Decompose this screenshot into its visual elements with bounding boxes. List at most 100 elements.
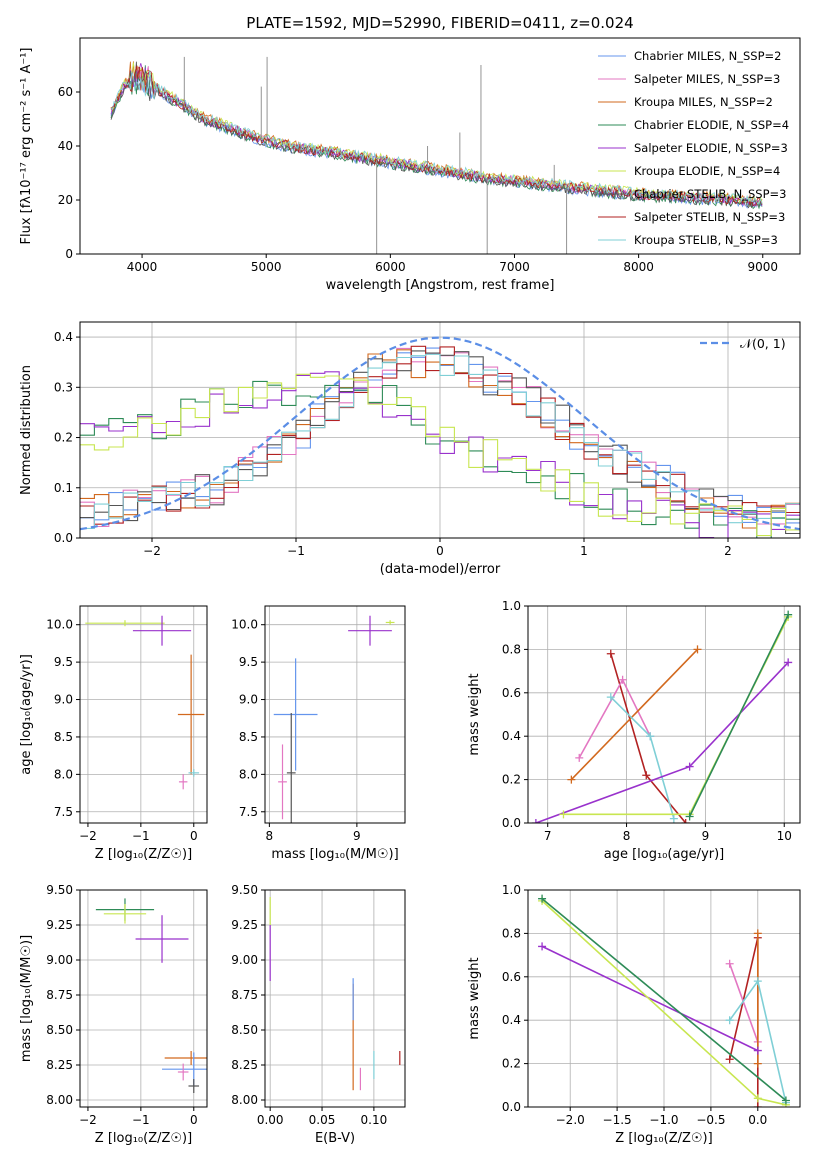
series-marker xyxy=(725,959,734,968)
y-tick-label: 8.25 xyxy=(231,1058,258,1072)
y-tick-label: 7.5 xyxy=(239,805,258,819)
y-tick-label: 8.75 xyxy=(231,988,258,1002)
axes-frame xyxy=(79,321,801,539)
axes-frame xyxy=(79,889,208,1108)
axes-5: −2 −1 0 8.00 8.25 8.50 8.75 9.00 9.25 9.50 Z [log₁… xyxy=(19,883,207,1146)
series-line xyxy=(728,937,759,1107)
y-tick-label: 1.0 xyxy=(502,883,521,897)
legend-entry: 𝒩(0, 1) xyxy=(740,336,786,351)
x-tick-label: −1 xyxy=(132,829,150,843)
axes-frame xyxy=(264,605,406,824)
x-tick-label: 0 xyxy=(190,829,198,843)
series-marker xyxy=(725,1016,734,1025)
x-axis-label: mass [log₁₀(M/M☉)] xyxy=(271,847,398,862)
y-tick-label: 8.0 xyxy=(239,767,258,781)
x-tick-label: 8 xyxy=(623,829,631,843)
x-axis-label: Z [log₁₀(Z/Z☉)] xyxy=(95,847,192,862)
spectrum-lines xyxy=(110,56,763,254)
x-axis-label: Z [log₁₀(Z/Z☉)] xyxy=(615,1131,712,1146)
x-tick-label: 8 xyxy=(266,829,274,843)
x-tick-label: −2 xyxy=(143,544,161,558)
legend-entry: Kroupa ELODIE, N_SSP=4 xyxy=(634,164,780,178)
legend-entry: Salpeter MILES, N_SSP=3 xyxy=(634,72,780,86)
y-tick-label: 9.5 xyxy=(239,655,258,669)
x-tick-label: 0.10 xyxy=(361,1113,388,1127)
y-tick-label: 9.50 xyxy=(231,883,258,897)
x-tick-label: −2 xyxy=(79,829,97,843)
axes-2: −2 −1 0 7.5 8.0 8.5 9.0 9.5 10.0 Z [log₁₀(Z/Z☉)] a… xyxy=(19,606,207,862)
x-tick-label: 6000 xyxy=(375,260,406,274)
series-marker xyxy=(753,1059,762,1068)
series-marker xyxy=(567,775,576,784)
series-marker xyxy=(681,819,690,823)
y-tick-label: 0.4 xyxy=(502,1013,521,1027)
series-line xyxy=(578,678,651,759)
y-tick-label: 8.00 xyxy=(231,1093,258,1107)
y-tick-label: 20 xyxy=(58,193,73,207)
y-tick-label: 9.0 xyxy=(239,693,258,707)
y-tick-label: 0.3 xyxy=(54,380,73,394)
y-tick-label: 0 xyxy=(65,247,73,261)
series-line xyxy=(541,898,787,1102)
legend-entry: Kroupa MILES, N_SSP=2 xyxy=(634,95,773,109)
axes-frame xyxy=(527,605,801,824)
errorbar-group xyxy=(273,615,395,823)
x-tick-label: 0.0 xyxy=(748,1113,767,1127)
x-axis-label: age [log₁₀(age/yr)] xyxy=(604,847,725,862)
y-tick-label: 0.2 xyxy=(502,1057,521,1071)
y-tick-label: 0.0 xyxy=(502,1100,521,1114)
y-tick-label: 0.8 xyxy=(502,642,521,656)
x-tick-label: 1 xyxy=(580,544,588,558)
series-marker xyxy=(753,1094,762,1103)
spectrum-salpeter-stelib xyxy=(110,66,763,207)
y-tick-label: 0.0 xyxy=(54,531,73,545)
y-tick-label: 8.75 xyxy=(46,988,73,1002)
histogram-salpeter-elodie xyxy=(80,371,800,538)
series-line xyxy=(728,963,759,1043)
series-marker xyxy=(784,610,793,619)
spectrum-salpeter-miles xyxy=(110,66,763,207)
x-tick-label: 0 xyxy=(436,544,444,558)
x-tick-label: 2 xyxy=(724,544,732,558)
x-tick-label: 0.00 xyxy=(257,1113,284,1127)
series-marker xyxy=(642,771,651,780)
series-marker xyxy=(538,942,547,951)
errorbar-group xyxy=(85,615,205,790)
y-tick-label: 40 xyxy=(58,139,73,153)
x-tick-label: −0.5 xyxy=(696,1113,725,1127)
x-tick-label: 9 xyxy=(353,829,361,843)
y-tick-label: 0.8 xyxy=(502,926,521,940)
x-tick-label: 0.05 xyxy=(309,1113,336,1127)
y-tick-label: 0.0 xyxy=(502,816,521,830)
series-marker xyxy=(531,819,540,823)
x-tick-label: 9000 xyxy=(747,260,778,274)
y-axis-label: Flux [fλ10⁻¹⁷ erg cm⁻² s⁻¹ A⁻¹] xyxy=(19,48,34,245)
series-marker xyxy=(753,929,762,938)
series-marker xyxy=(781,1096,790,1105)
x-tick-label: −1.5 xyxy=(603,1113,632,1127)
x-tick-label: 10 xyxy=(777,829,792,843)
gaussian-curve xyxy=(80,336,800,531)
axes-6: 0.00 0.05 0.10 8.00 8.25 8.50 8.75 9.00 9.25 9.50… xyxy=(231,883,405,1146)
mass-weight-lines xyxy=(531,610,793,823)
y-tick-label: 0.4 xyxy=(54,330,73,344)
x-tick-label: −1 xyxy=(132,1113,150,1127)
series-marker xyxy=(646,732,655,741)
y-tick-label: 10.0 xyxy=(231,618,258,632)
axes-0: 4000 5000 6000 7000 8000 9000 0 20 40 60 wavelengt… xyxy=(19,48,778,294)
series-marker xyxy=(753,1103,762,1107)
series-marker xyxy=(685,762,694,771)
legend-entry: Chabrier MILES, N_SSP=2 xyxy=(634,49,781,63)
axes-frame xyxy=(527,889,801,1108)
x-tick-label: 7 xyxy=(544,829,552,843)
y-tick-label: 0.2 xyxy=(502,773,521,787)
series-marker xyxy=(753,1046,762,1055)
y-tick-label: 0.4 xyxy=(502,729,521,743)
x-axis-label: wavelength [Angstrom, rest frame] xyxy=(326,278,555,293)
y-tick-label: 0.2 xyxy=(54,431,73,445)
series-marker xyxy=(559,810,568,819)
x-tick-label: −2 xyxy=(79,1113,97,1127)
y-tick-label: 9.25 xyxy=(46,918,73,932)
series-marker xyxy=(669,814,678,823)
legend-entry: Chabrier STELIB, N_SSP=3 xyxy=(634,187,786,201)
